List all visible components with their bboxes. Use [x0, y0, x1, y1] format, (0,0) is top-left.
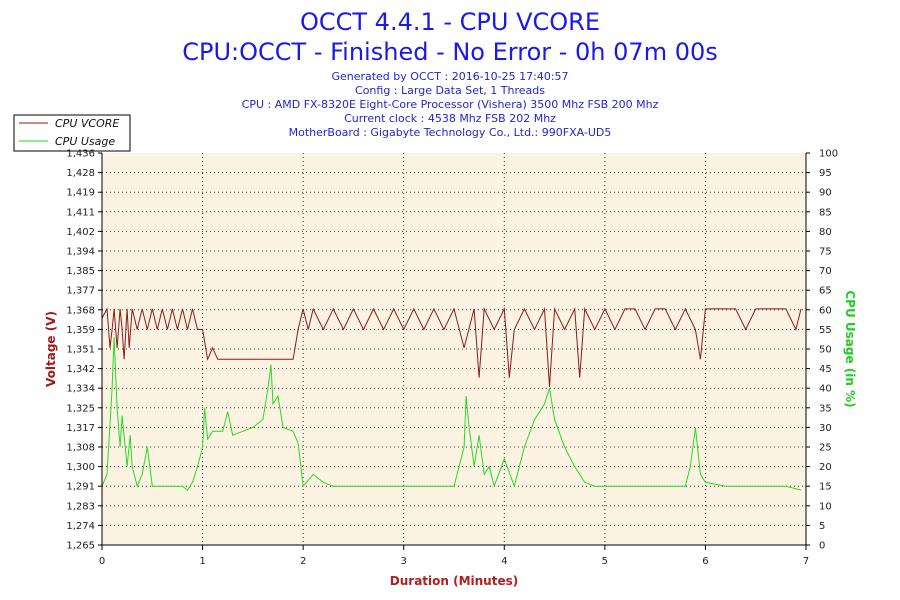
y-right-tick-label: 95 [819, 168, 832, 179]
y-right-tick-label: 70 [819, 266, 832, 277]
y-right-tick-label: 15 [819, 482, 832, 493]
x-tick-label: 6 [702, 556, 708, 567]
y-left-tick-label: 1,394 [66, 247, 95, 258]
y-left-tick-label: 1,274 [66, 521, 95, 532]
y-right-tick-label: 30 [819, 423, 832, 434]
y-left-tick-label: 1,351 [66, 345, 95, 356]
y-right-tick-label: 40 [819, 384, 832, 395]
y-right-tick-label: 0 [819, 541, 825, 552]
x-axis-label: Duration (Minutes) [390, 574, 518, 588]
y-right-tick-label: 90 [819, 188, 832, 199]
motherboard-info: MotherBoard : Gigabyte Technology Co., L… [289, 126, 612, 139]
x-tick-label: 3 [401, 556, 407, 567]
x-tick-label: 4 [501, 556, 507, 567]
y-left-tick-label: 1,334 [66, 384, 95, 395]
y-right-tick-label: 80 [819, 227, 832, 238]
generated-info: Generated by OCCT : 2016-10-25 17:40:57 [331, 70, 568, 83]
y-left-tick-label: 1,402 [66, 227, 95, 238]
y-right-tick-label: 20 [819, 462, 832, 473]
y-right-tick-label: 5 [819, 521, 825, 532]
legend-usage-label: CPU Usage [55, 135, 115, 148]
chart-subtitle: CPU:OCCT - Finished - No Error - 0h 07m … [182, 38, 718, 66]
y-right-axis-label: CPU Usage (in %) [843, 290, 857, 407]
y-right-tick-label: 100 [819, 149, 838, 160]
y-right-tick-label: 45 [819, 364, 832, 375]
axis-ticks: 1,265 01,274 51,283 101,291 151,300 201,308 25… [66, 149, 838, 568]
y-left-tick-label: 1,359 [66, 325, 95, 336]
y-left-tick-label: 1,436 [66, 149, 95, 160]
x-tick-label: 1 [199, 556, 205, 567]
legend-box [13, 114, 131, 152]
legend-vcore-label: CPU VCORE [55, 117, 119, 130]
x-tick-label: 7 [803, 556, 809, 567]
series-cpu-vcore-line [101, 306, 802, 387]
y-left-axis-label: Voltage (V) [44, 311, 58, 387]
y-right-tick-label: 60 [819, 305, 832, 316]
clock-info: Current clock : 4538 Mhz FSB 202 Mhz [344, 112, 556, 125]
y-left-tick-label: 1,377 [66, 286, 95, 297]
y-left-tick-label: 1,265 [66, 541, 95, 552]
y-right-tick-label: 50 [819, 345, 832, 356]
cpu-info: CPU : AMD FX-8320E Eight-Core Processor … [242, 98, 659, 111]
y-right-tick-label: 25 [819, 443, 832, 454]
y-left-tick-label: 1,291 [66, 482, 95, 493]
x-tick-label: 0 [99, 556, 105, 567]
y-left-tick-label: 1,411 [66, 207, 95, 218]
y-left-tick-label: 1,308 [66, 443, 95, 454]
legend: CPU VCORE CPU Usage [13, 114, 131, 152]
y-right-tick-label: 65 [819, 286, 832, 297]
y-right-tick-label: 85 [819, 207, 832, 218]
x-tick-label: 2 [300, 556, 306, 567]
y-left-tick-label: 1,300 [66, 462, 95, 473]
series-lines [101, 306, 802, 491]
y-right-tick-label: 75 [819, 247, 832, 258]
y-right-tick-label: 55 [819, 325, 832, 336]
y-left-tick-label: 1,283 [66, 501, 95, 512]
y-left-tick-label: 1,368 [66, 305, 95, 316]
config-info: Config : Large Data Set, 1 Threads [355, 84, 545, 97]
y-left-tick-label: 1,317 [66, 423, 95, 434]
chart-title: OCCT 4.4.1 - CPU VCORE [300, 8, 600, 36]
x-tick-label: 5 [602, 556, 608, 567]
y-right-tick-label: 10 [819, 501, 832, 512]
y-right-tick-label: 35 [819, 403, 832, 414]
y-left-tick-label: 1,385 [66, 266, 95, 277]
y-left-tick-label: 1,419 [66, 188, 95, 199]
y-left-tick-label: 1,342 [66, 364, 95, 375]
series-cpu-usage-line [101, 337, 802, 491]
y-left-tick-label: 1,325 [66, 403, 95, 414]
y-left-tick-label: 1,428 [66, 168, 95, 179]
